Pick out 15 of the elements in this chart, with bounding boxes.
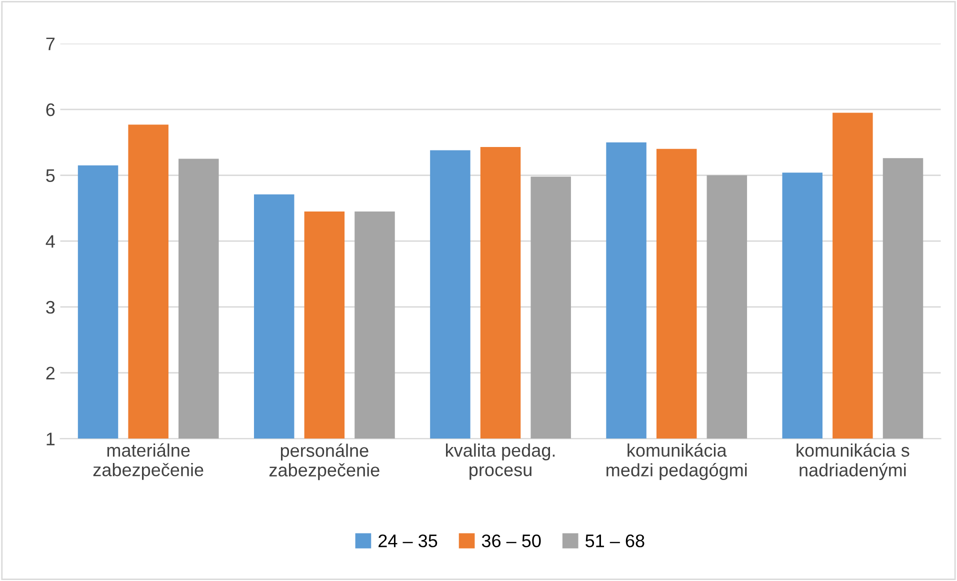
- x-tick-label: kvalita pedag. procesu: [446, 444, 555, 480]
- legend-label: 51 – 68: [586, 534, 644, 548]
- y-tick-label: 6: [46, 103, 55, 116]
- x-tick-label: personálne zabezpečenie: [269, 444, 380, 480]
- y-tick-label: 4: [46, 235, 55, 248]
- x-tick-label: komunikácia medzi pedagógmi: [606, 443, 747, 480]
- legend-label: 36 – 50: [482, 534, 541, 548]
- y-tick-label: 5: [46, 169, 55, 182]
- x-tick-label: materiálne zabezpečenie: [93, 443, 204, 480]
- y-tick-label: 2: [46, 366, 55, 380]
- y-tick-label: 3: [46, 300, 55, 314]
- legend-label: 24 – 35: [378, 534, 438, 548]
- x-tick-label: komunikácia s nadriadenými: [796, 443, 910, 480]
- y-tick-label: 1: [46, 432, 55, 446]
- y-tick-label: 7: [46, 38, 55, 50]
